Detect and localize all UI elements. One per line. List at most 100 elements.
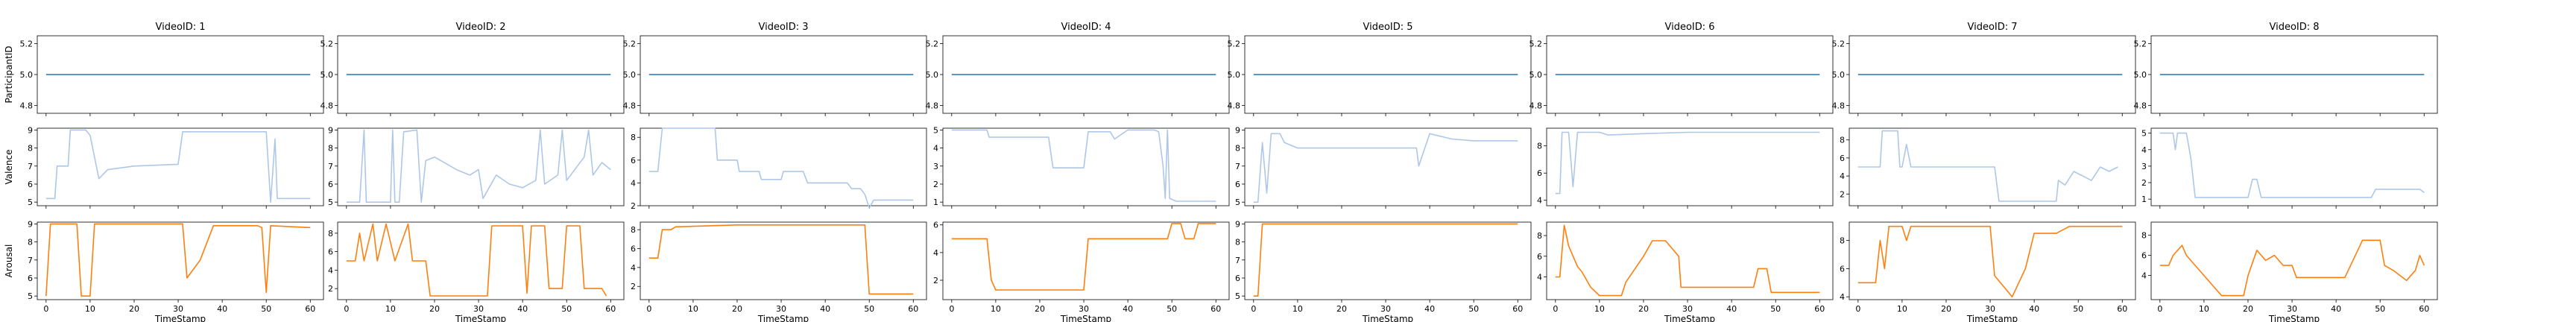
- valence-series-line: [1253, 133, 1518, 203]
- y-tick-label: 4.8: [1530, 101, 1543, 111]
- x-tick-label: 40: [217, 304, 227, 314]
- y-tick-label: 4.8: [2134, 101, 2147, 111]
- x-axis-label: TimeStamp: [1060, 314, 1111, 322]
- y-tick-label: 4.8: [926, 101, 939, 111]
- y-tick-label: 6: [1235, 180, 1240, 189]
- y-tick-label: 6: [631, 244, 636, 254]
- y-tick-label: 6: [28, 274, 33, 283]
- axes-frame: [337, 221, 625, 300]
- panel-arousal-video-6: 4 6 8 0 10 20 30 40 50 60 TimeStamp: [1537, 221, 1834, 322]
- y-tick-label: 9: [1235, 219, 1240, 229]
- y-tick-label: 5.0: [623, 70, 637, 80]
- y-tick-label: 6: [1537, 168, 1542, 178]
- panel-title: VideoID: 7: [1967, 22, 2017, 33]
- panel-title: VideoID: 2: [455, 22, 505, 33]
- axes-frame: [37, 127, 324, 206]
- x-tick-label: 20: [1638, 304, 1649, 314]
- x-tick-label: 50: [561, 304, 572, 314]
- y-tick-label: 5: [933, 125, 938, 135]
- y-tick-label: 8: [28, 144, 33, 154]
- arousal-series-line: [2159, 239, 2425, 297]
- x-tick-label: 0: [1855, 304, 1860, 314]
- y-tick-label: 2: [1840, 189, 1845, 199]
- x-tick-label: 20: [2243, 304, 2253, 314]
- x-tick-label: 50: [261, 304, 271, 314]
- y-tick-label: 5: [28, 291, 33, 301]
- y-tick-label: 5.2: [1228, 39, 1241, 48]
- y-tick-label: 5.2: [623, 39, 637, 48]
- panel-title: VideoID: 3: [758, 22, 808, 33]
- axes-frame: [1244, 127, 1532, 206]
- y-tick-label: 8: [1537, 142, 1542, 151]
- y-tick-label: 4: [2141, 145, 2147, 155]
- x-tick-label: 0: [949, 304, 954, 314]
- axes-frame: [640, 221, 927, 300]
- x-tick-label: 10: [385, 304, 396, 314]
- y-axis-label: Valence: [4, 150, 14, 185]
- y-tick-label: 5.0: [321, 70, 334, 80]
- y-tick-label: 6: [28, 180, 33, 189]
- x-tick-label: 40: [1726, 304, 1737, 314]
- panel-title: VideoID: 6: [1664, 22, 1714, 33]
- x-tick-label: 50: [2375, 304, 2385, 314]
- x-tick-label: 30: [1682, 304, 1693, 314]
- panel-arousal-video-7: 4 6 8 0 10 20 30 40 50 60 TimeStamp: [1840, 221, 2136, 322]
- y-tick-label: 6: [328, 180, 333, 189]
- arousal-series-line: [1253, 223, 1518, 297]
- axes-frame: [640, 127, 927, 206]
- y-tick-label: 7: [28, 162, 33, 171]
- x-tick-label: 40: [1123, 304, 1133, 314]
- y-tick-label: 6: [2141, 251, 2147, 261]
- x-tick-label: 60: [2419, 304, 2429, 314]
- y-tick-label: 4.8: [321, 101, 334, 111]
- panel-participantid-video-8: 4.8 5.0 5.2 VideoID: 8: [2134, 22, 2438, 116]
- panel-arousal-video-2: 2 4 6 8 0 10 20 30 40 50 60 TimeStamp: [328, 221, 625, 322]
- x-axis-label: TimeStamp: [1362, 314, 1413, 322]
- x-tick-label: 20: [1035, 304, 1045, 314]
- y-tick-label: 5: [1235, 291, 1240, 301]
- x-tick-label: 60: [1512, 304, 1523, 314]
- valence-series-line: [45, 129, 311, 203]
- y-tick-label: 8: [2141, 231, 2147, 241]
- y-tick-label: 5.0: [20, 70, 34, 80]
- valence-series-line: [951, 129, 1216, 202]
- x-tick-label: 20: [1941, 304, 1951, 314]
- panel-participantid-video-6: 4.8 5.0 5.2 VideoID: 6: [1530, 22, 1834, 116]
- y-tick-label: 6: [1840, 154, 1845, 163]
- y-tick-label: 3: [2141, 162, 2147, 171]
- arousal-series-line: [1555, 224, 1820, 297]
- valence-series-line: [1555, 131, 1820, 195]
- panel-participantid-video-4: 4.8 5.0 5.2 VideoID: 4: [926, 22, 1230, 116]
- y-tick-label: 7: [28, 256, 33, 265]
- arousal-series-line: [346, 223, 607, 297]
- panel-valence-video-4: 1 2 3 4 5: [933, 125, 1230, 209]
- y-tick-label: 2: [2141, 178, 2147, 188]
- y-tick-label: 5.2: [321, 39, 334, 48]
- x-tick-label: 50: [1468, 304, 1479, 314]
- y-tick-label: 8: [28, 238, 33, 247]
- y-tick-label: 5.0: [1832, 70, 1846, 80]
- x-tick-label: 10: [991, 304, 1001, 314]
- x-tick-label: 50: [2073, 304, 2083, 314]
- panel-valence-video-8: 1 2 3 4 5: [2141, 127, 2438, 209]
- y-tick-label: 7: [1235, 162, 1240, 171]
- panel-arousal-video-1: 5 6 7 8 9 0 10 20 30 40 50 60 TimeStamp Arousal: [4, 219, 324, 322]
- x-tick-label: 30: [776, 304, 786, 314]
- axes-frame: [1849, 127, 2136, 206]
- axes-frame: [1849, 221, 2136, 300]
- y-tick-label: 5.2: [2134, 39, 2147, 48]
- y-tick-label: 8: [1840, 236, 1845, 246]
- y-tick-label: 5.2: [1832, 39, 1846, 48]
- y-tick-label: 3: [933, 162, 938, 171]
- y-tick-label: 1: [933, 198, 938, 207]
- x-tick-label: 50: [1167, 304, 1177, 314]
- y-tick-label: 8: [631, 133, 636, 142]
- x-tick-label: 0: [43, 304, 48, 314]
- y-tick-label: 4: [933, 144, 938, 154]
- panel-title: VideoID: 4: [1061, 22, 1111, 33]
- axes-frame: [337, 127, 625, 206]
- y-tick-label: 6: [1235, 274, 1240, 283]
- x-axis-label: TimeStamp: [2268, 314, 2320, 322]
- axes-frame: [2150, 127, 2438, 206]
